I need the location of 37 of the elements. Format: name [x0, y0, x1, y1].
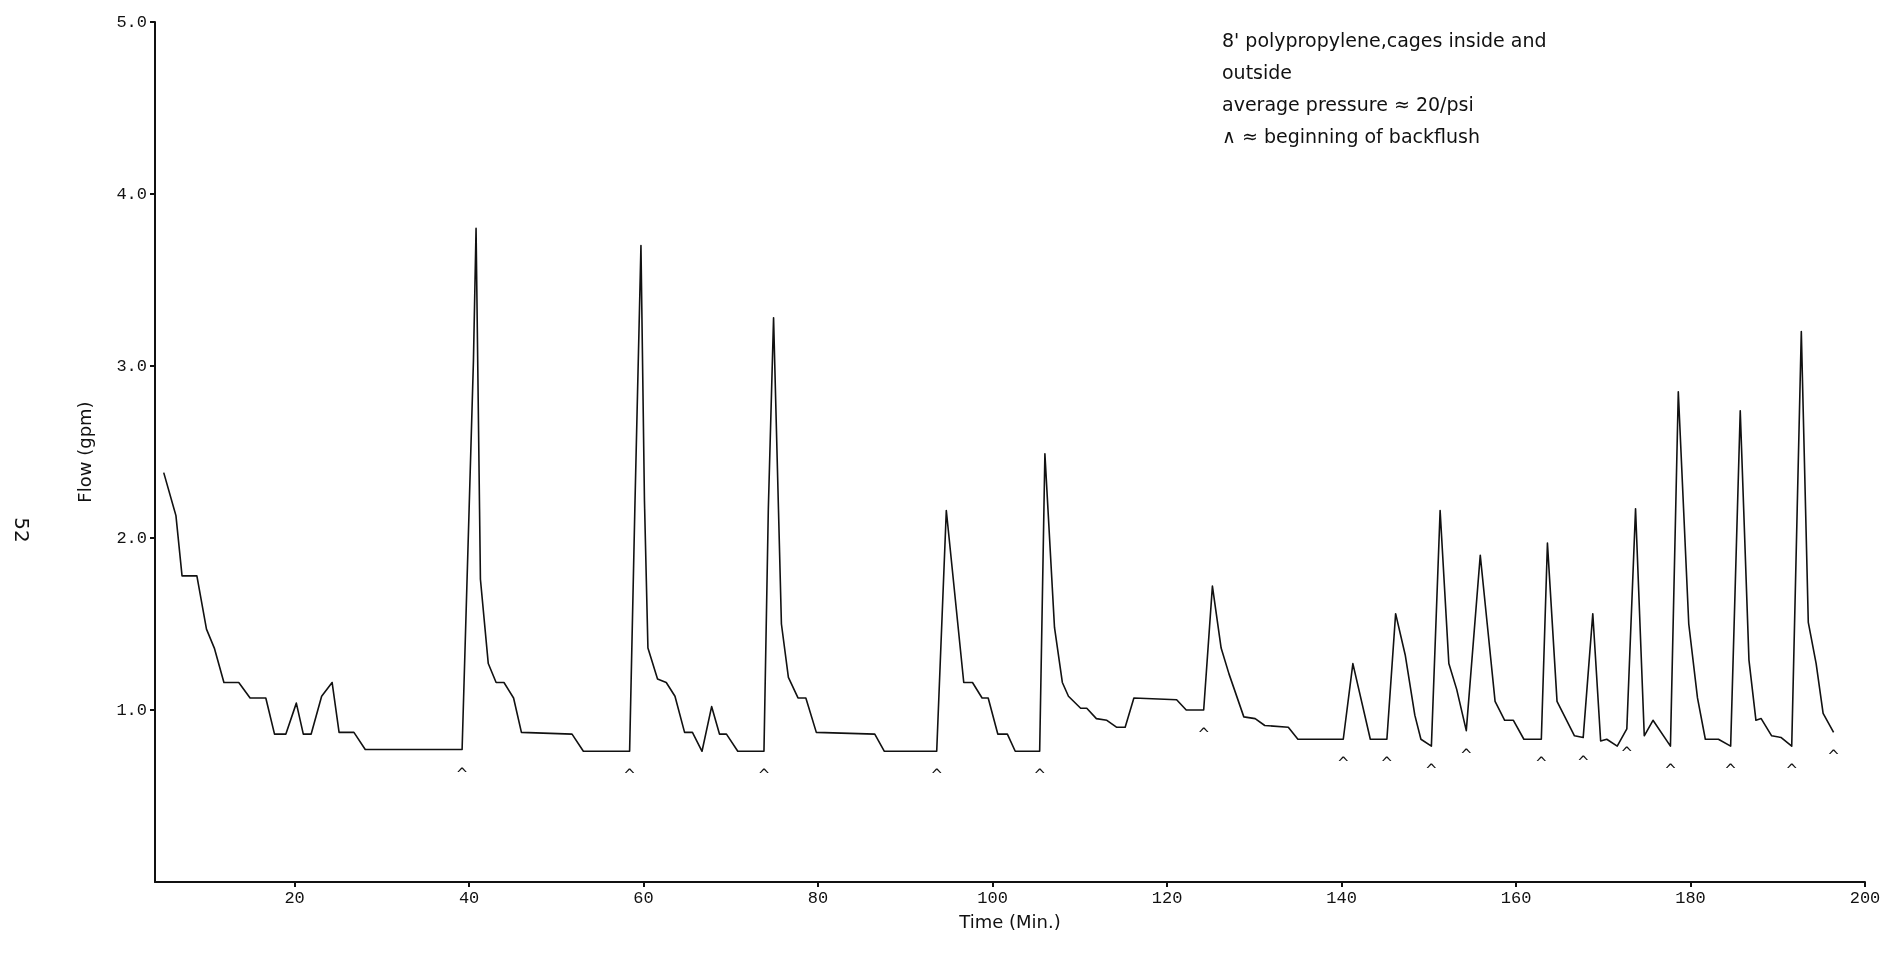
x-tick-label: 200	[1849, 889, 1881, 908]
x-axis-title: Time (Min.)	[958, 910, 1061, 932]
annotation: ^	[1724, 761, 1737, 780]
annotation: ∧ ≈ beginning of backflush	[1222, 125, 1480, 147]
annotation: ^	[1336, 754, 1350, 773]
annotation: ^	[455, 764, 469, 783]
x-tick-label: 140	[1326, 889, 1357, 908]
annotation: ^	[1785, 761, 1798, 780]
y-tick-label: 5.0	[116, 12, 147, 32]
annotation: ^	[1535, 754, 1548, 773]
annotation: ^	[1620, 743, 1634, 762]
annotation: ^	[623, 766, 636, 785]
annotation: ^	[757, 766, 771, 785]
annotation: ^	[1460, 745, 1473, 764]
x-tick-label: 60	[633, 889, 654, 908]
x-tick-label: 160	[1500, 889, 1532, 908]
annotation: ^	[1425, 761, 1438, 780]
y-axis-title: Flow (gpm)	[73, 401, 95, 503]
text: 52	[10, 517, 34, 543]
y-tick-label: 3.0	[116, 356, 147, 376]
x-tick-label: 180	[1675, 889, 1706, 908]
x-tick-label: 20	[284, 889, 305, 908]
y-tick-label: 4.0	[116, 184, 147, 204]
y-tick-label: 1.0	[116, 700, 147, 720]
annotation: average pressure ≈ 20/psi	[1222, 93, 1474, 115]
annotation: ^	[930, 766, 943, 785]
x-tick-label: 120	[1151, 889, 1183, 908]
x-tick-label: 80	[807, 889, 829, 908]
annotation: ^	[1576, 752, 1590, 771]
annotation: ^	[1197, 725, 1210, 743]
x-tick-label: 40	[458, 889, 480, 908]
x-tick-label: 100	[977, 889, 1008, 908]
annotation: ^	[1033, 766, 1046, 785]
annotation: ^	[1827, 747, 1840, 766]
y-tick-label: 2.0	[116, 528, 147, 548]
annotation: ^	[1664, 761, 1677, 780]
annotation: ^	[1380, 754, 1394, 773]
